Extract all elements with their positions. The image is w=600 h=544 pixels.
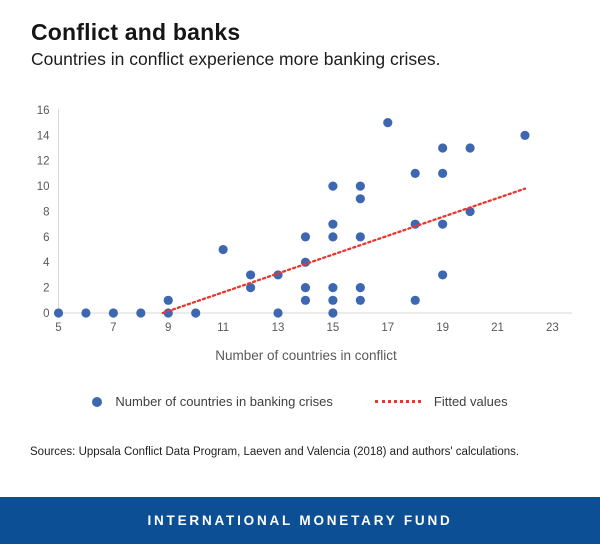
svg-text:17: 17 [381, 322, 394, 334]
legend-label-fitted-values: Fitted values [433, 394, 508, 409]
svg-text:16: 16 [37, 105, 50, 117]
svg-text:14: 14 [37, 130, 50, 142]
svg-text:15: 15 [327, 322, 340, 334]
svg-text:13: 13 [272, 322, 285, 334]
svg-text:21: 21 [491, 322, 504, 334]
scatter-plot: 0 2 4 6 8 10 12 14 16 5 7 9 11 13 15 17 19 21 23 [37, 105, 572, 334]
svg-text:12: 12 [37, 156, 50, 168]
imf-footer-bar: INTERNATIONAL MONETARY FUND [0, 497, 600, 544]
svg-text:2: 2 [43, 283, 49, 295]
x-axis-title: Number of countries in conflict [215, 348, 397, 363]
svg-text:11: 11 [217, 322, 229, 334]
svg-text:10: 10 [37, 181, 50, 193]
svg-text:4: 4 [43, 257, 50, 269]
svg-text:7: 7 [110, 322, 116, 334]
svg-text:19: 19 [436, 322, 449, 334]
svg-text:5: 5 [55, 322, 61, 334]
legend-label-banking-crises: Number of countries in banking crises [115, 394, 333, 409]
legend-item-fitted-values: Fitted values [374, 394, 508, 409]
legend-item-banking-crises: Number of countries in banking crises [92, 394, 333, 409]
chart-legend: Number of countries in banking crises Fi… [0, 394, 600, 409]
svg-text:0: 0 [43, 308, 49, 320]
chart-title: Conflict and banks [31, 19, 241, 45]
scatter-marker-icon [92, 396, 103, 407]
svg-text:6: 6 [43, 232, 49, 244]
svg-text:23: 23 [546, 322, 559, 334]
source-note: Sources: Uppsala Conflict Data Program, … [30, 446, 520, 458]
imf-footer-text: INTERNATIONAL MONETARY FUND [147, 513, 453, 528]
chart-subtitle: Countries in conflict experience more ba… [31, 49, 441, 69]
svg-text:8: 8 [43, 206, 49, 218]
dotted-line-icon [374, 400, 421, 403]
svg-text:9: 9 [165, 322, 171, 334]
